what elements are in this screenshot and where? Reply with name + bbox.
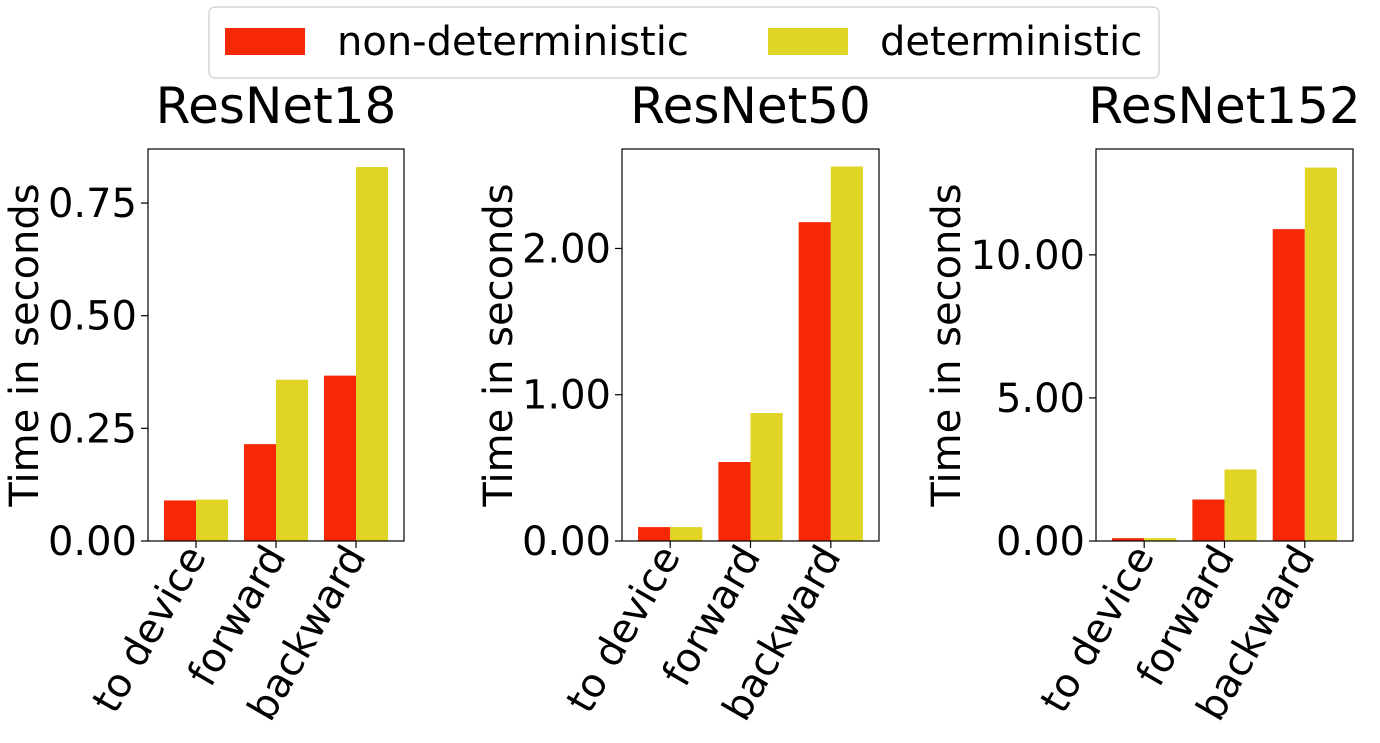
bar-non-deterministic-backward [1272,229,1305,541]
y-tick-label: 0.00 [48,519,137,565]
bar-non-deterministic-backward [324,375,356,541]
legend-label-non-deterministic: non-deterministic [337,19,689,65]
panel-title: ResNet18 [156,77,397,135]
bar-non-deterministic-forward [244,444,276,541]
bar-non-deterministic-to-device [164,500,196,541]
x-tick-label: to device [558,538,690,721]
y-tick-label: 5.00 [996,376,1085,422]
panel-title: ResNet152 [1088,77,1361,135]
y-axis-label: Time in seconds [924,183,970,507]
legend-swatch-deterministic [768,28,848,55]
bar-deterministic-to-device [1144,538,1177,541]
x-tick-label: to device [84,538,216,721]
y-axis-label: Time in seconds [2,183,48,507]
y-tick-label: 0.25 [48,406,137,452]
y-tick-label: 0.50 [48,294,137,340]
bar-deterministic-forward [276,379,308,541]
y-tick-label: 0.00 [996,519,1085,565]
bar-deterministic-backward [1304,167,1337,541]
legend-frame [208,6,1160,79]
bar-non-deterministic-forward [1192,499,1225,541]
y-tick-label: 0.00 [522,519,611,565]
bar-non-deterministic-to-device [1112,538,1145,541]
bar-deterministic-to-device [196,499,228,541]
legend-swatch-non-deterministic [225,28,305,55]
y-tick-label: 1.00 [522,373,611,419]
y-tick-label: 2.00 [522,226,611,272]
panel-title: ResNet50 [630,77,871,135]
bar-deterministic-forward [1224,469,1257,541]
y-axis-label: Time in seconds [476,183,522,507]
legend-label-deterministic: deterministic [880,19,1142,65]
bar-deterministic-backward [356,167,388,541]
x-tick-label: to device [1032,538,1164,721]
y-tick-label: 0.75 [48,181,137,227]
bar-deterministic-forward [750,413,783,541]
bar-non-deterministic-to-device [638,527,671,541]
bar-non-deterministic-backward [798,222,831,541]
bar-non-deterministic-forward [718,462,751,541]
y-tick-label: 10.00 [970,233,1085,279]
bar-deterministic-backward [830,166,863,542]
legend: non-deterministic deterministic [208,6,1160,79]
bar-deterministic-to-device [670,527,703,541]
